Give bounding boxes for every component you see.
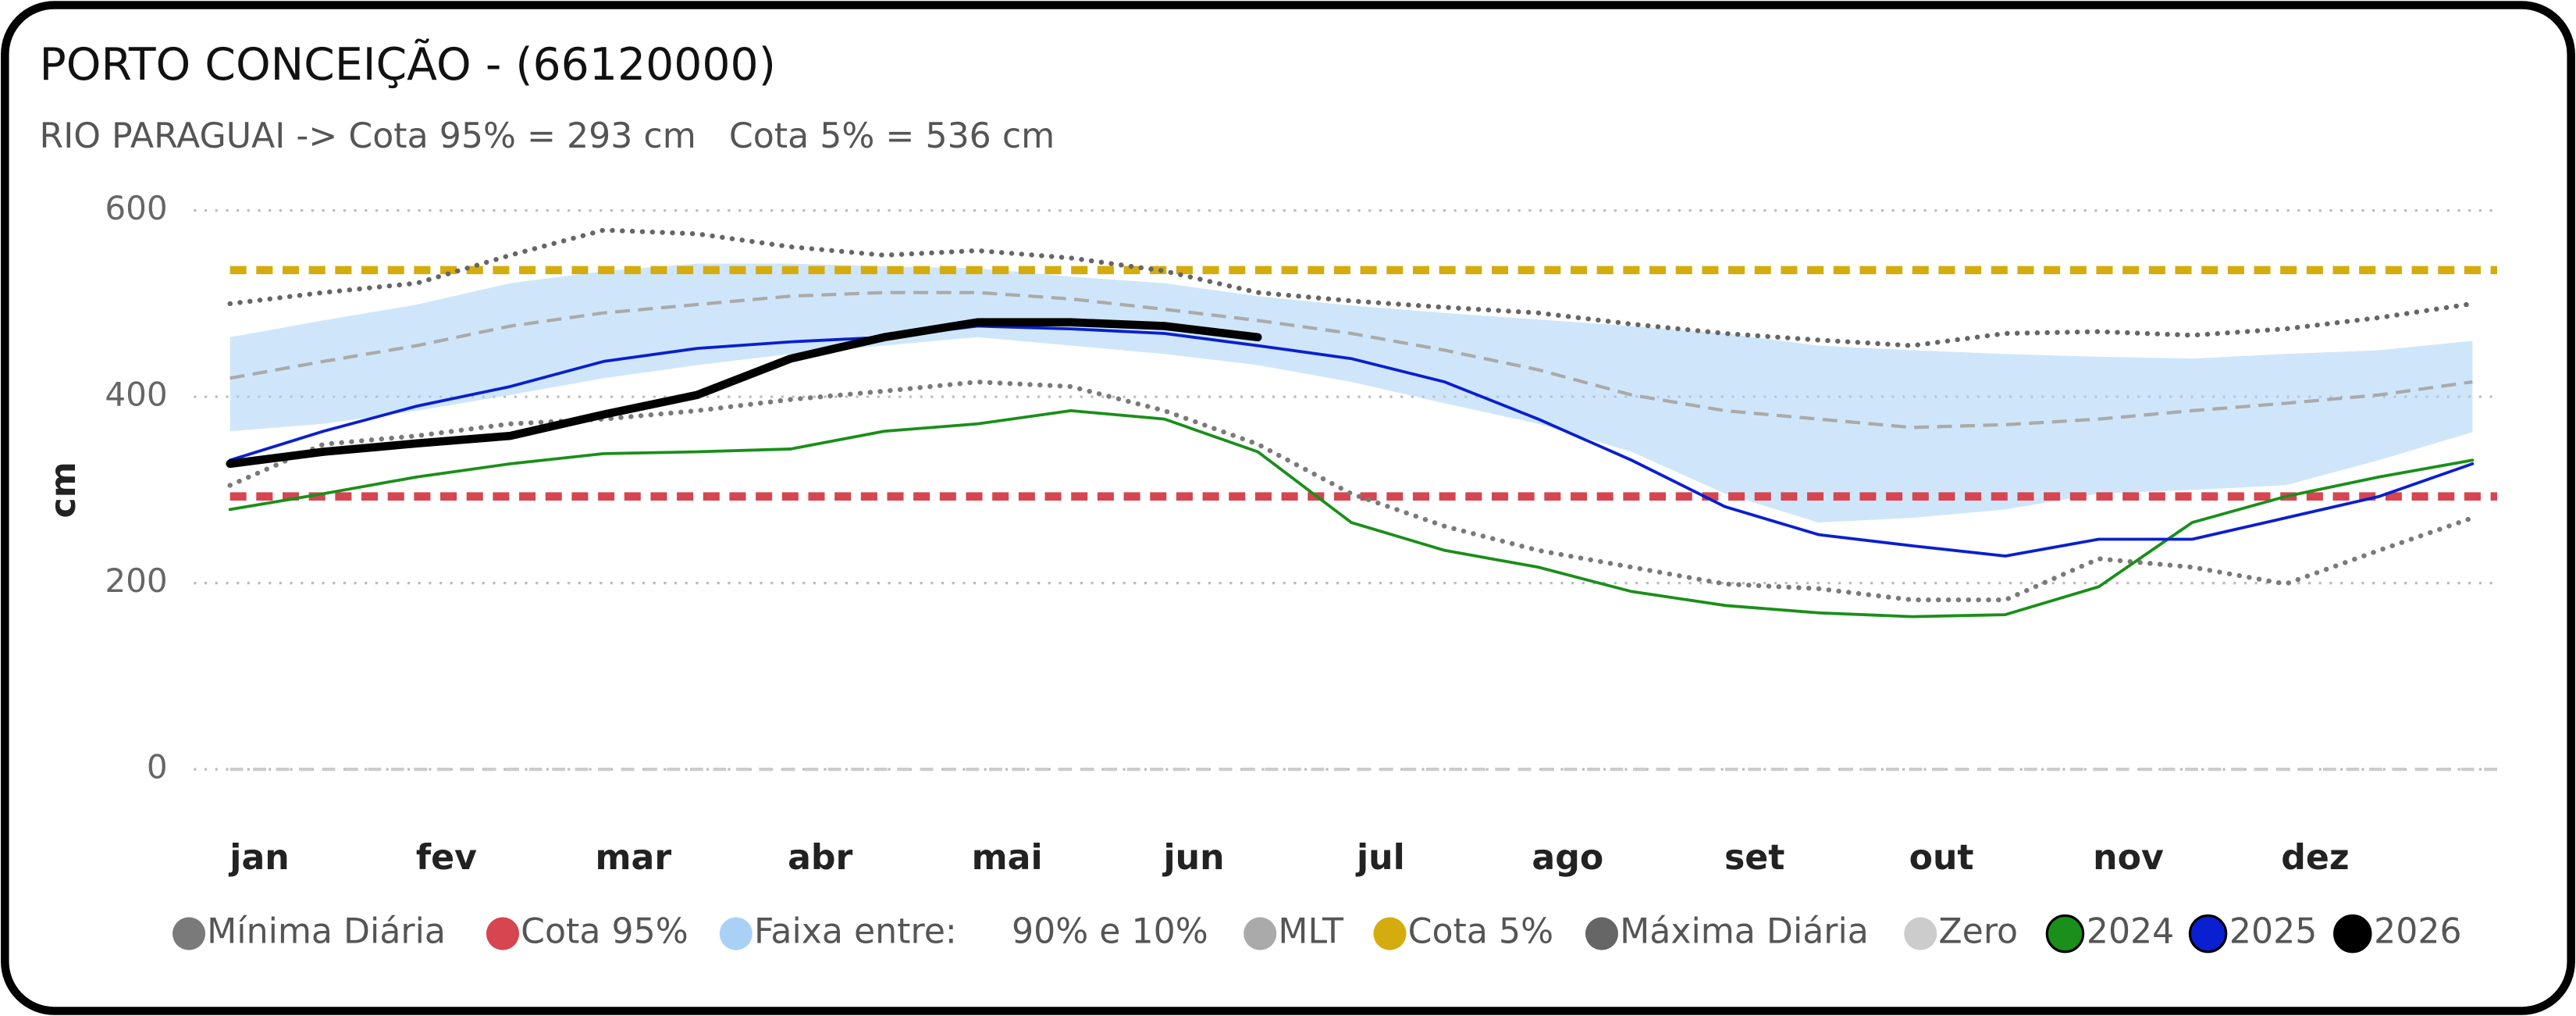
- legend-marker: [486, 917, 520, 950]
- legend-label: Faixa entre: 90% e 10%: [754, 912, 1208, 952]
- x-tick-label: mar: [595, 838, 671, 878]
- x-tick-label: jun: [1162, 838, 1224, 878]
- line-solid: [228, 324, 2475, 558]
- x-tick-label: out: [1909, 838, 1974, 878]
- y-tick-label: 0: [147, 748, 168, 786]
- legend-marker: [1904, 917, 1937, 950]
- line-dotted: [227, 227, 2475, 348]
- legend-marker: [1244, 917, 1277, 950]
- line-dotted: [227, 379, 2475, 603]
- legend-marker: [719, 917, 753, 950]
- line-thick: [226, 318, 1262, 469]
- x-tick-label: jan: [228, 838, 289, 878]
- y-axis-label: cm: [44, 462, 84, 518]
- legend-label: Máxima Diária: [1620, 912, 1869, 952]
- legend-marker: [2045, 914, 2085, 954]
- legend-marker: [1585, 917, 1619, 950]
- legend-label: Cota 5%: [1408, 912, 1553, 952]
- legend-label: MLT: [1278, 912, 1344, 952]
- line-solid: [228, 409, 2475, 619]
- legend-marker: [1373, 917, 1407, 950]
- x-tick-label: ago: [1532, 838, 1603, 878]
- x-tick-label: dez: [2281, 838, 2349, 878]
- legend-marker: [2188, 914, 2228, 954]
- legend-label: 2025: [2229, 912, 2317, 952]
- y-tick-label: 600: [105, 189, 167, 227]
- x-tick-label: abr: [788, 838, 852, 878]
- y-tick-label: 400: [105, 376, 167, 414]
- legend-label: Cota 95%: [521, 912, 688, 952]
- chart-subtitle: RIO PARAGUAI -> Cota 95% = 293 cm Cota 5…: [40, 116, 1055, 156]
- legend-label: 2026: [2374, 912, 2461, 952]
- x-tick-label: nov: [2093, 838, 2164, 878]
- legend-marker: [2333, 914, 2372, 954]
- x-tick-label: mai: [972, 838, 1043, 878]
- legend-marker: [172, 917, 206, 950]
- legend-label: Mínima Diária: [207, 912, 446, 952]
- line-dashed: [229, 291, 2473, 430]
- band-area: [229, 263, 2473, 523]
- y-tick-label: 200: [105, 561, 167, 600]
- chart-title: PORTO CONCEIÇÃO - (66120000): [40, 38, 776, 91]
- x-tick-label: set: [1724, 838, 1784, 878]
- legend-label: Zero: [1938, 912, 2018, 952]
- legend-label: 2024: [2087, 912, 2174, 952]
- x-tick-label: fev: [416, 838, 477, 878]
- x-tick-label: jul: [1355, 838, 1405, 878]
